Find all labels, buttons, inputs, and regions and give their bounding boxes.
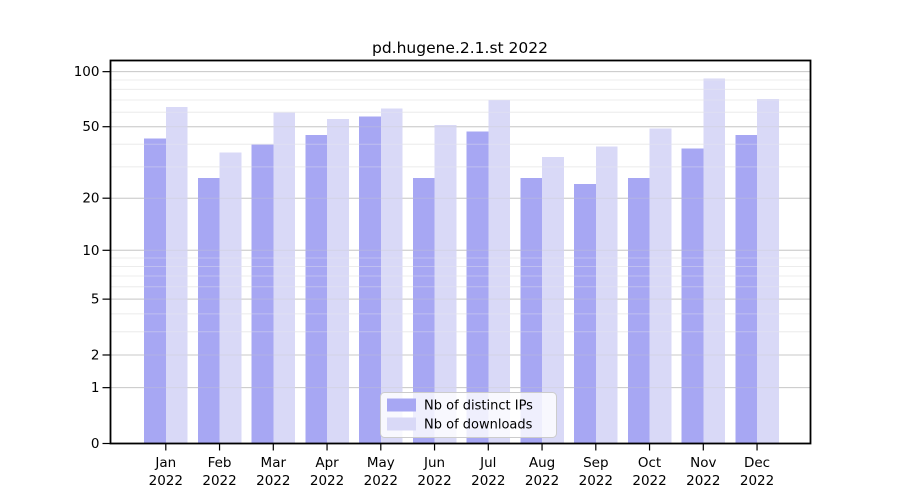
- x-tick-label-year: 2022: [740, 473, 774, 489]
- x-tick-label-year: 2022: [310, 473, 344, 489]
- y-tick-label: 50: [82, 119, 99, 135]
- x-tick-label-year: 2022: [579, 473, 613, 489]
- x-tick-label-year: 2022: [686, 473, 720, 489]
- plot-border: [109, 59, 812, 445]
- y-tick-label: 1: [91, 380, 100, 396]
- x-tick-label-month: Nov: [690, 455, 716, 471]
- y-tick-label: 10: [82, 243, 99, 259]
- x-tick-label-year: 2022: [364, 473, 398, 489]
- bar-distinct-ips-nov: [681, 148, 704, 444]
- x-tick-label-year: 2022: [202, 473, 236, 489]
- gridlines-over: [110, 71, 811, 389]
- bar-distinct-ips-mar: [251, 144, 274, 444]
- x-tick-label-month: Aug: [529, 455, 555, 471]
- x-tick-label-month: Dec: [744, 455, 770, 471]
- bar-downloads-oct: [649, 128, 672, 444]
- y-tick-label: 0: [91, 436, 100, 452]
- legend-label-downloads: Nb of downloads: [424, 418, 533, 433]
- x-tick-label-year: 2022: [256, 473, 290, 489]
- x-tick-label-month: Apr: [315, 455, 339, 471]
- legend-swatch-downloads: [387, 417, 416, 431]
- bar-distinct-ips-jul: [466, 131, 489, 444]
- bar-downloads-sep: [595, 146, 618, 444]
- legend-label-distinct-ips: Nb of distinct IPs: [424, 399, 533, 414]
- chart-title: pd.hugene.2.1.st 2022: [372, 39, 548, 57]
- bar-downloads-apr: [327, 119, 349, 444]
- bar-series: [144, 78, 779, 444]
- x-tick-label-year: 2022: [632, 473, 666, 489]
- x-tick-label-month: May: [367, 455, 395, 471]
- x-tick-label-year: 2022: [525, 473, 559, 489]
- x-tick-label-month: Jun: [423, 455, 445, 471]
- bar-distinct-ips-feb: [197, 177, 220, 444]
- bar-distinct-ips-oct: [627, 177, 650, 444]
- x-tick-label-month: Oct: [638, 455, 661, 471]
- bar-distinct-ips-may: [359, 116, 381, 444]
- bar-downloads-mar: [273, 112, 296, 444]
- bar-distinct-ips-dec: [735, 135, 758, 444]
- x-tick-label-month: Mar: [261, 455, 287, 471]
- x-tick-label-month: Feb: [208, 455, 232, 471]
- legend-swatch-distinct-ips: [387, 398, 416, 412]
- x-tick-label-month: Jul: [479, 455, 496, 471]
- x-tick-label-year: 2022: [149, 473, 183, 489]
- bar-distinct-ips-jun: [412, 177, 435, 444]
- bar-downloads-may: [380, 108, 403, 444]
- bar-downloads-nov: [703, 78, 726, 444]
- bar-downloads-jul: [488, 100, 511, 444]
- axes: 0 1 2 5 10 20 50 100: [74, 59, 812, 452]
- x-tick-label-month: Sep: [583, 455, 608, 471]
- x-tick-label-year: 2022: [471, 473, 505, 489]
- x-tick-label-month: Jan: [154, 455, 176, 471]
- bar-downloads-feb: [219, 152, 242, 444]
- y-tick-label: 5: [91, 292, 100, 308]
- y-tick-label: 2: [91, 347, 100, 363]
- y-tick-label: 100: [74, 64, 100, 80]
- y-tick-label: 20: [82, 191, 99, 207]
- legend: Nb of distinct IPs Nb of downloads: [380, 392, 557, 438]
- x-tick-label-year: 2022: [417, 473, 451, 489]
- bar-distinct-ips-aug: [520, 177, 543, 444]
- bar-distinct-ips-apr: [305, 135, 328, 444]
- bar-downloads-aug: [542, 157, 564, 444]
- bar-downloads-jan: [165, 107, 188, 444]
- legend-box: [380, 392, 557, 438]
- bar-distinct-ips-sep: [574, 184, 596, 444]
- x-axis-labels: Jan 2022 Feb 2022 Mar 2022 Apr 2022 May 2022 Jun 20…: [149, 443, 774, 489]
- bar-distinct-ips-jan: [144, 138, 166, 444]
- bar-downloads-jun: [434, 125, 457, 444]
- bar-downloads-dec: [757, 98, 779, 444]
